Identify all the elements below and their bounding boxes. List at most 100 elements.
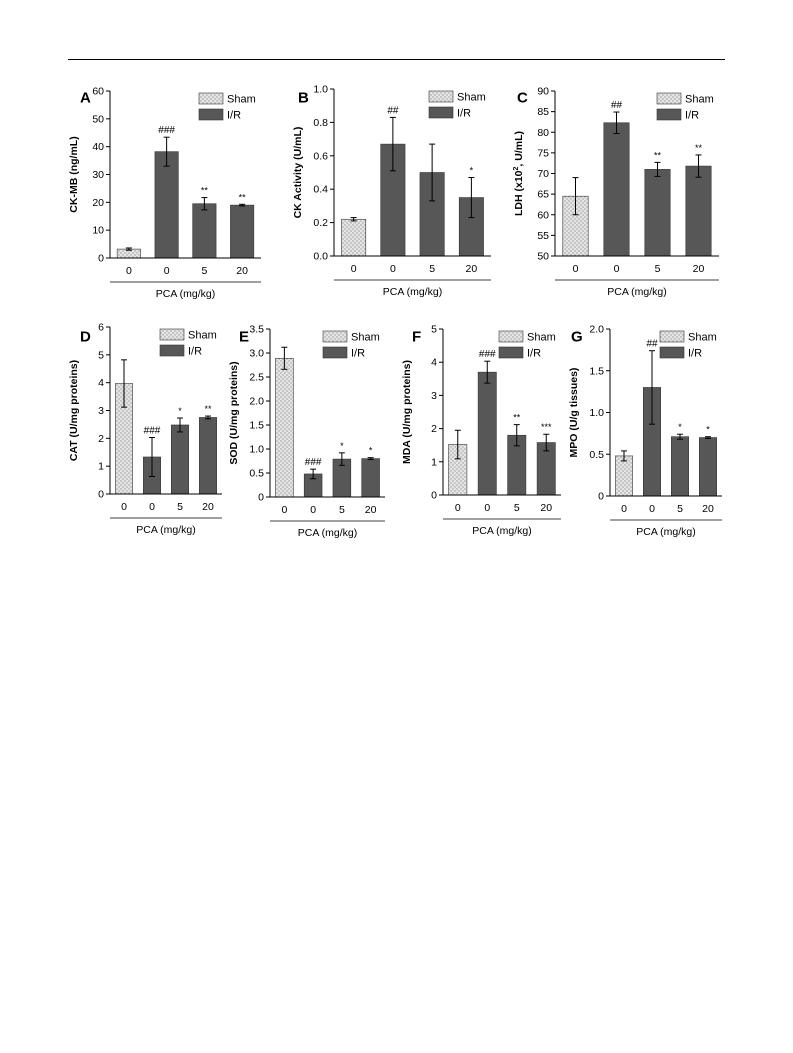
chart-panel-e: E ### * * 0 0.5 1.0 1.5 2.0 2.5 3.0 3.5 0 0 5 20 PCA (mg…: [228, 324, 385, 539]
x-tick-label: 5: [177, 501, 183, 513]
y-tick-label: 0.5: [589, 449, 604, 461]
y-axis-label: MDA (U/mg proteins): [401, 360, 413, 464]
x-tick-label: 20: [365, 504, 377, 516]
legend-swatch: [428, 106, 454, 119]
y-tick-label: 1.0: [313, 84, 328, 96]
legend-label: Sham: [457, 92, 486, 104]
x-tick-label: 0: [614, 263, 620, 275]
y-tick-label: 3: [431, 390, 437, 402]
y-tick-label: 30: [92, 169, 104, 181]
legend-swatch: [498, 346, 524, 359]
y-tick-label: 75: [537, 147, 549, 159]
x-tick-label: 5: [514, 502, 520, 514]
y-tick-label: 6: [98, 322, 104, 334]
bar: [615, 455, 633, 497]
y-axis-label: CK-MB (ng/mL): [68, 136, 80, 212]
x-tick-label: 0: [390, 263, 396, 275]
significance-label: ##: [611, 100, 623, 111]
y-tick-label: 1.5: [249, 420, 264, 432]
y-tick-label: 2: [98, 433, 104, 445]
panel-letter: D: [80, 328, 91, 345]
panel-letter: C: [517, 89, 528, 106]
chart-panel-b: B ## * 0.0 0.2 0.4 0.6 0.8 1.0 0 0 5 20 PCA (mg/kg) CK…: [292, 84, 491, 298]
y-axis-label: LDH (x102, U/mL): [513, 131, 525, 216]
y-tick-label: 4: [431, 357, 437, 369]
y-tick-label: 1: [431, 456, 437, 468]
y-tick-label: 20: [92, 197, 104, 209]
y-tick-label: 0.2: [313, 217, 328, 229]
legend-swatch: [322, 346, 348, 359]
legend-swatch: [656, 92, 682, 105]
significance-label: **: [201, 186, 209, 196]
bar: [171, 424, 189, 495]
significance-label: **: [695, 143, 703, 153]
y-axis-label: CAT (U/mg proteins): [68, 360, 80, 461]
bar: [699, 437, 717, 497]
x-tick-label: 20: [693, 263, 705, 275]
y-tick-label: 0.8: [313, 117, 328, 129]
y-tick-label: 1.5: [589, 365, 604, 377]
y-tick-label: 2.5: [249, 372, 264, 384]
y-tick-label: 2: [431, 423, 437, 435]
legend-swatch: [656, 108, 682, 121]
y-tick-label: 5: [98, 349, 104, 361]
x-tick-label: 20: [202, 501, 214, 513]
significance-label: **: [513, 413, 521, 423]
legend-swatch: [322, 330, 348, 343]
significance-label: *: [369, 446, 373, 456]
x-tick-label: 5: [677, 503, 683, 515]
legend-label: I/R: [457, 108, 471, 120]
x-tick-label: 0: [351, 263, 357, 275]
y-tick-label: 40: [92, 141, 104, 153]
significance-label: ###: [479, 349, 496, 360]
bar: [154, 151, 179, 259]
legend-label: Sham: [188, 330, 217, 342]
panel-letter: B: [298, 89, 309, 106]
bar: [230, 204, 255, 259]
x-tick-label: 5: [201, 265, 207, 277]
y-axis-label: MPO (U/g tissues): [568, 368, 580, 458]
significance-label: ###: [305, 457, 322, 468]
x-tick-label: 0: [164, 265, 170, 277]
bar: [199, 417, 217, 495]
significance-label: **: [239, 192, 247, 202]
panel-letter: F: [412, 328, 421, 345]
bar: [275, 357, 294, 498]
y-tick-label: 0: [98, 489, 104, 501]
legend-swatch: [659, 330, 685, 343]
x-tick-label: 0: [281, 504, 287, 516]
legend-swatch: [159, 328, 185, 341]
y-tick-label: 70: [537, 168, 549, 180]
x-axis-label: PCA (mg/kg): [472, 525, 532, 537]
legend-label: Sham: [527, 332, 556, 344]
y-tick-label: 1: [98, 461, 104, 473]
legend-label: Sham: [351, 332, 380, 344]
y-tick-label: 2.0: [589, 324, 604, 336]
significance-label: ##: [387, 105, 399, 116]
y-tick-label: 3: [98, 405, 104, 417]
y-tick-label: 60: [92, 86, 104, 98]
y-tick-label: 65: [537, 189, 549, 201]
y-tick-label: 0.4: [313, 184, 328, 196]
y-tick-label: 3.0: [249, 348, 264, 360]
y-tick-label: 3.5: [249, 324, 264, 336]
y-tick-label: 0: [258, 492, 264, 504]
y-tick-label: 0.6: [313, 150, 328, 162]
significance-label: *: [470, 166, 474, 176]
panel-letter: G: [571, 328, 583, 345]
panel-letter: A: [80, 89, 91, 106]
bar: [341, 218, 367, 257]
legend-swatch: [198, 108, 224, 121]
chart-panel-a: A ### ** ** 0 10 20 30 40 50 60 0 0 5 20 PCA (mg/kg) CK-…: [68, 86, 261, 300]
x-tick-label: 0: [121, 501, 127, 513]
chart-panel-g: G ## * * 0 0.5 1.0 1.5 2.0 0 0 5 20 PCA (mg/kg) MPO (U…: [568, 324, 722, 538]
significance-label: *: [340, 441, 344, 451]
y-tick-label: 1.0: [589, 407, 604, 419]
x-tick-label: 20: [466, 263, 478, 275]
significance-label: ###: [144, 425, 161, 436]
x-axis-label: PCA (mg/kg): [298, 527, 358, 539]
chart-panel-c: C ## ** ** 50 55 60 65 70 75 80 85 90 0 0 5 20 PCA (mg/kg…: [513, 86, 719, 298]
y-tick-label: 85: [537, 106, 549, 118]
